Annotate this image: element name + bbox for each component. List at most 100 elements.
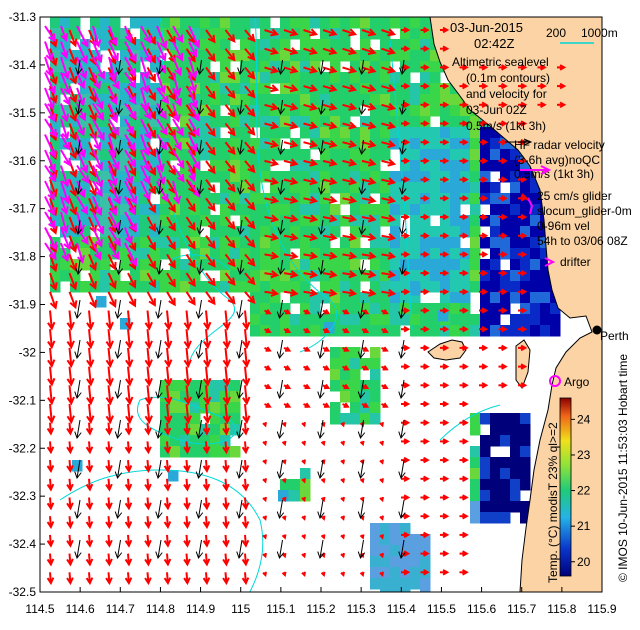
y-tick-label: -32.1	[9, 393, 37, 407]
sst-pixel	[240, 281, 251, 293]
sst-pixel	[420, 259, 431, 271]
sst-pixel	[290, 171, 301, 183]
model-velocity-arrow	[361, 346, 370, 352]
model-velocity-arrow	[361, 65, 377, 74]
model-velocity-arrow	[340, 496, 345, 503]
sst-pixel	[510, 226, 521, 238]
sst-pixel	[230, 193, 241, 205]
sst-pixel	[360, 215, 371, 227]
model-velocity-arrow	[401, 456, 411, 464]
hf-radar-velocity-arrow	[108, 118, 119, 136]
model-velocity-arrow	[166, 291, 176, 307]
model-velocity-arrow	[146, 66, 156, 83]
sst-pixel	[430, 281, 441, 293]
sst-pixel	[230, 182, 241, 194]
altimetric-velocity-arrow	[115, 179, 124, 196]
hf-radar-velocity-arrow	[92, 118, 105, 142]
perth-marker	[592, 325, 602, 335]
sst-pixel	[390, 116, 401, 128]
sst-pixel	[380, 578, 391, 590]
sst-pixel	[200, 402, 211, 414]
model-velocity-arrow	[105, 385, 114, 406]
sst-pixel	[390, 50, 401, 62]
altimetric-velocity-arrow	[358, 139, 367, 156]
model-velocity-arrow	[144, 329, 153, 350]
model-velocity-arrow	[144, 347, 153, 368]
model-velocity-arrow	[420, 139, 430, 146]
model-velocity-arrow	[420, 344, 430, 352]
sst-pixel	[360, 127, 371, 139]
hf-radar-velocity-arrow	[156, 41, 167, 62]
sst-pixel	[360, 149, 371, 161]
hf-radar-velocity-arrow	[188, 72, 198, 94]
sst-pixel	[350, 413, 361, 425]
sst-pixel	[470, 281, 481, 293]
sst-pixel	[520, 479, 531, 491]
model-velocity-arrow	[127, 291, 137, 308]
model-velocity-arrow	[479, 307, 489, 314]
model-velocity-arrow	[144, 385, 153, 406]
model-velocity-arrow	[66, 366, 75, 387]
model-velocity-arrow	[281, 534, 287, 540]
model-velocity-arrow	[401, 82, 411, 90]
sst-pixel	[270, 204, 281, 216]
sst-pixel	[350, 204, 361, 216]
model-velocity-arrow	[459, 101, 469, 108]
sst-pixel	[410, 94, 421, 106]
sst-pixel	[90, 193, 101, 205]
sst-pixel	[270, 149, 281, 161]
sst-pixel	[480, 182, 491, 194]
sst-pixel	[330, 358, 341, 370]
model-velocity-arrow	[241, 534, 250, 548]
sst-pixel	[480, 435, 491, 447]
sst-pixel	[278, 490, 289, 502]
model-velocity-arrow	[146, 160, 156, 177]
sst-pixel	[470, 270, 481, 282]
hf-radar-velocity-arrow	[124, 41, 137, 63]
sst-pixel	[520, 457, 531, 469]
sst-pixel	[210, 127, 221, 139]
model-velocity-arrow	[379, 422, 384, 428]
model-velocity-arrow	[46, 460, 55, 473]
sst-pixel	[130, 83, 141, 95]
model-velocity-arrow	[86, 366, 95, 387]
sst-pixel	[380, 303, 391, 315]
model-velocity-arrow	[183, 329, 192, 350]
sst-pixel	[400, 50, 411, 62]
sst-pixel	[100, 182, 111, 194]
sst-pixel	[300, 479, 311, 491]
sst-pixel	[200, 138, 211, 150]
sst-pixel	[170, 171, 181, 183]
sst-pixel	[190, 182, 201, 194]
hf-radar-velocity-arrow	[140, 149, 151, 173]
sst-pixel	[260, 160, 271, 172]
sst-pixel	[400, 72, 411, 84]
sst-pixel	[260, 215, 271, 227]
sst-pixel	[340, 237, 351, 249]
sst-pixel	[150, 270, 161, 282]
sst-pixel	[260, 292, 271, 304]
sst-pixel	[70, 50, 81, 62]
sst-pixel	[210, 413, 221, 425]
sst-pixel	[410, 284, 421, 296]
sst-pixel	[390, 182, 401, 194]
y-tick-label: -32.4	[9, 537, 37, 551]
sst-pixel	[500, 424, 511, 436]
hf-radar-velocity-arrow	[108, 149, 120, 171]
model-velocity-arrow	[205, 29, 216, 44]
model-velocity-arrow	[283, 365, 292, 371]
sst-pixel	[50, 105, 61, 117]
sst-pixel	[160, 435, 171, 447]
sst-pixel	[270, 292, 281, 304]
sst-pixel	[280, 50, 291, 62]
model-velocity-arrow	[68, 272, 78, 291]
sst-pixel	[300, 94, 311, 106]
model-velocity-arrow	[185, 291, 196, 306]
sst-pixel	[390, 17, 401, 29]
model-velocity-arrow	[401, 232, 411, 239]
sst-pixel	[400, 237, 411, 249]
model-velocity-arrow	[47, 347, 56, 368]
sst-pixel	[360, 270, 371, 282]
sst-pixel	[370, 534, 381, 546]
sst-pixel	[220, 39, 231, 51]
